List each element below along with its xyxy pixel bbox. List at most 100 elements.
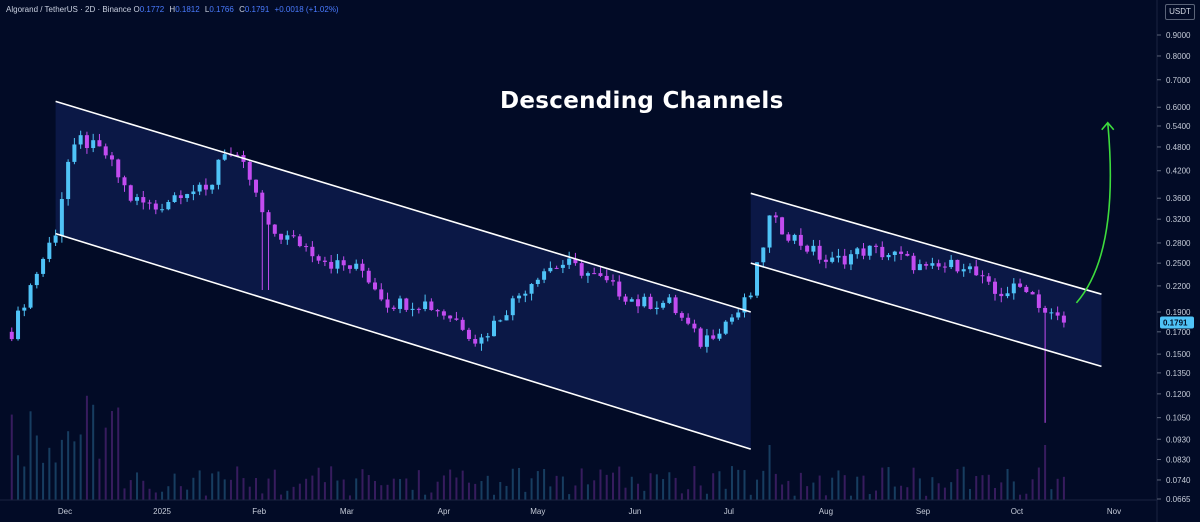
price-axis[interactable]: 0.9000 0.8000 0.7000 0.6000 0.5400 0.4800 0.42… bbox=[1157, 31, 1191, 504]
candle-body bbox=[22, 307, 27, 311]
last-price-badge-bg bbox=[1160, 316, 1194, 329]
candle-body bbox=[97, 140, 102, 147]
volume-bar bbox=[361, 469, 364, 500]
volume-bar bbox=[229, 479, 232, 500]
chart-annotation-title: Descending Channels bbox=[500, 88, 784, 114]
price-tick-label: 0.5400 bbox=[1166, 122, 1191, 131]
candle-body bbox=[191, 191, 196, 195]
volume-bar bbox=[568, 494, 571, 500]
volume-bar bbox=[67, 431, 70, 500]
time-axis[interactable]: Dec 2025 Feb Mar Apr May Jun Jul Aug Sep Oct Nov bbox=[58, 507, 1121, 516]
volume-bar bbox=[799, 472, 802, 500]
volume-bar bbox=[868, 494, 871, 500]
volume-bar bbox=[837, 470, 840, 500]
candle-body bbox=[178, 195, 183, 199]
candle-body bbox=[504, 315, 509, 321]
candle-body bbox=[116, 159, 121, 178]
volume-bar bbox=[1025, 493, 1028, 500]
arrow-head bbox=[1101, 121, 1115, 131]
volume-bar bbox=[179, 486, 182, 500]
volume-bar bbox=[480, 481, 483, 500]
volume-bar bbox=[1006, 468, 1009, 500]
high-value: 0.1812 bbox=[175, 5, 200, 14]
low-label: L bbox=[204, 5, 210, 14]
candle-body bbox=[855, 248, 860, 255]
last-price-badge: 0.1791 bbox=[1160, 316, 1194, 329]
volume-bar bbox=[198, 470, 201, 500]
volume-bar bbox=[417, 470, 420, 500]
candle-body bbox=[510, 298, 515, 316]
volume-bar bbox=[674, 477, 677, 500]
candle-body bbox=[1061, 315, 1066, 323]
candle-body bbox=[1024, 286, 1029, 293]
volume-bar bbox=[342, 479, 345, 500]
volume-bar bbox=[975, 476, 978, 500]
volume-bar bbox=[292, 486, 295, 500]
volume-bar bbox=[849, 495, 852, 500]
volume-bar bbox=[129, 480, 132, 500]
candle-body bbox=[322, 260, 327, 262]
volume-bar bbox=[60, 439, 63, 500]
candle-body bbox=[285, 235, 290, 240]
volume-bar bbox=[223, 479, 226, 500]
volume-bar bbox=[699, 485, 702, 500]
volume-bar bbox=[449, 469, 452, 500]
candle-body bbox=[786, 234, 791, 241]
symbol-name[interactable]: Algorand / TetherUS · 2D · Binance bbox=[6, 5, 132, 14]
price-tick-label: 0.2800 bbox=[1166, 239, 1191, 248]
price-tick-label: 0.6000 bbox=[1166, 103, 1191, 112]
channels-layer bbox=[55, 101, 1102, 450]
volume-bar bbox=[580, 468, 583, 500]
candle-body bbox=[28, 285, 33, 308]
volume-bar bbox=[643, 490, 646, 500]
currency-button[interactable]: USDT bbox=[1165, 4, 1195, 20]
candle-body bbox=[329, 261, 334, 269]
candle-body bbox=[711, 335, 716, 339]
price-tick-label: 0.0740 bbox=[1166, 476, 1191, 485]
time-tick-label: Sep bbox=[916, 507, 931, 516]
volume-bar bbox=[273, 469, 276, 500]
candle-body bbox=[679, 313, 684, 318]
candle-body bbox=[924, 264, 929, 266]
candle-body bbox=[360, 263, 365, 271]
candle-body bbox=[905, 253, 910, 256]
volume-bar bbox=[881, 467, 884, 500]
volume-bar bbox=[906, 487, 909, 500]
price-tick-label: 0.1350 bbox=[1166, 369, 1191, 378]
volume-bar bbox=[599, 469, 602, 500]
open-label: O bbox=[133, 5, 140, 14]
time-tick-label: Aug bbox=[819, 507, 833, 516]
candle-body bbox=[291, 235, 296, 237]
candle-body bbox=[592, 273, 597, 275]
candle-body bbox=[585, 273, 590, 276]
price-tick-label: 0.7000 bbox=[1166, 76, 1191, 85]
volume-bar bbox=[843, 475, 846, 500]
volume-bar bbox=[430, 492, 433, 500]
candle-body bbox=[874, 245, 879, 247]
volume-bar bbox=[1037, 467, 1040, 500]
candle-body bbox=[485, 336, 490, 338]
volume-bar bbox=[73, 441, 76, 500]
candle-body bbox=[166, 202, 171, 210]
volume-bar bbox=[831, 477, 834, 500]
volume-bar bbox=[104, 427, 107, 500]
volume-bar bbox=[655, 474, 658, 500]
candle-body bbox=[9, 331, 14, 340]
candle-body bbox=[560, 264, 565, 268]
candle-body bbox=[648, 296, 653, 309]
candle-body bbox=[698, 328, 703, 347]
candle-body bbox=[579, 263, 584, 276]
candle-body bbox=[304, 246, 309, 248]
volume-bar bbox=[693, 466, 696, 500]
low-value: 0.1766 bbox=[209, 5, 234, 14]
candle-body bbox=[491, 320, 496, 337]
candle-body bbox=[861, 248, 866, 256]
candle-body bbox=[1030, 292, 1035, 295]
time-tick-label: Oct bbox=[1011, 507, 1024, 516]
volume-bar bbox=[110, 411, 113, 500]
candle-body bbox=[385, 299, 390, 308]
volume-bar bbox=[530, 478, 533, 500]
candle-body bbox=[235, 154, 240, 156]
volume-bar bbox=[662, 479, 665, 500]
